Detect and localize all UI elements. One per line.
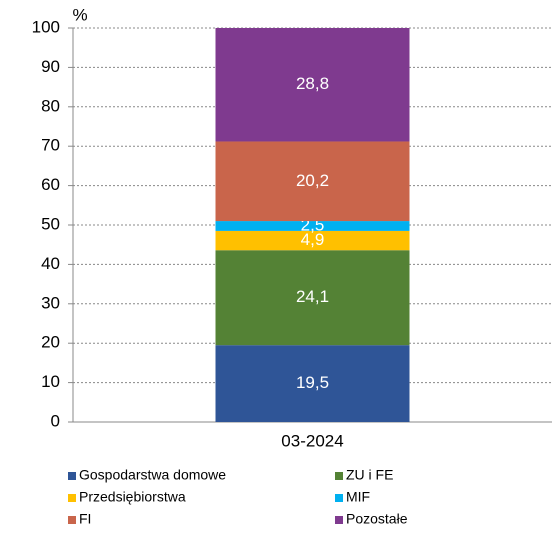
legend-label: Gospodarstwa domowe	[79, 467, 226, 483]
legend-swatch	[335, 516, 343, 524]
y-tick-label: 90	[41, 57, 60, 76]
legend-label: FI	[79, 511, 91, 527]
legend-swatch	[68, 494, 76, 502]
legend-swatch	[68, 472, 76, 480]
value-label: 4,9	[301, 230, 325, 249]
legend-label: ZU i FE	[346, 467, 393, 483]
y-tick-label: 50	[41, 214, 60, 233]
y-tick-label: 80	[41, 96, 60, 115]
y-tick-label: 20	[41, 333, 60, 352]
y-tick-label: 10	[41, 372, 60, 391]
legend-swatch	[68, 516, 76, 524]
y-tick-label: 100	[32, 17, 60, 36]
legend-swatch	[335, 494, 343, 502]
y-tick-label: 30	[41, 293, 60, 312]
value-label: 24,1	[296, 287, 329, 306]
bar-segment	[215, 28, 410, 142]
y-tick-label: 60	[41, 175, 60, 194]
y-tick-label: 40	[41, 254, 60, 273]
value-label: 20,2	[296, 171, 329, 190]
value-label: 19,5	[296, 373, 329, 392]
y-axis-label: %	[72, 5, 87, 24]
legend-label: Pozostałe	[346, 511, 408, 527]
bar-segment	[215, 141, 410, 222]
y-tick-label: 0	[51, 411, 60, 430]
legend-label: Przedsiębiorstwa	[79, 489, 186, 505]
bar-segment	[215, 250, 410, 346]
y-tick-label: 70	[41, 136, 60, 155]
bar-segment	[215, 345, 410, 422]
bar-segment	[215, 221, 410, 231]
x-tick-label: 03-2024	[281, 431, 343, 450]
value-label: 28,8	[296, 74, 329, 93]
legend-label: MIF	[346, 489, 370, 505]
bar-segment	[215, 230, 410, 251]
legend-swatch	[335, 472, 343, 480]
